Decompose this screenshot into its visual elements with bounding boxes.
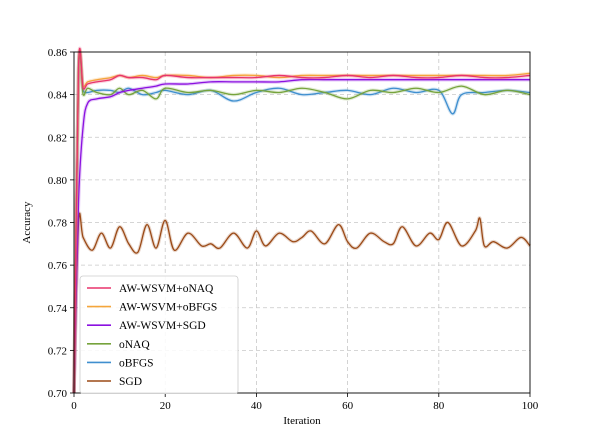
y-tick-label: 0.82 xyxy=(48,132,67,144)
x-tick-label: 100 xyxy=(522,400,539,412)
series-line-aw-wsvm-sgd xyxy=(73,78,530,394)
x-tick-label: 80 xyxy=(433,400,445,412)
x-axis-title: Iteration xyxy=(283,415,321,427)
series-line-onaq xyxy=(73,50,531,394)
y-tick-label: 0.74 xyxy=(48,303,68,315)
y-tick-label: 0.86 xyxy=(48,47,68,59)
legend-label-aw-wsvm-onaq: AW-WSVM+oNAQ xyxy=(119,283,214,295)
legend-label-obfgs: oBFGS xyxy=(119,357,154,369)
y-tick-label: 0.80 xyxy=(48,175,68,187)
y-tick-label: 0.78 xyxy=(48,218,68,230)
x-tick-label: 20 xyxy=(160,400,172,412)
series-line-sgd xyxy=(73,212,531,394)
legend-label-aw-wsvm-sgd: AW-WSVM+SGD xyxy=(119,320,206,332)
legend-label-sgd: SGD xyxy=(119,376,142,388)
y-tick-label: 0.72 xyxy=(48,345,67,357)
x-tick-label: 40 xyxy=(251,400,263,412)
legend: AW-WSVM+oNAQ AW-WSVM+oBFGS AW-WSVM+SGD oNAQ… xyxy=(79,275,239,394)
y-tick-label: 0.76 xyxy=(48,260,68,272)
x-tick-label: 0 xyxy=(71,400,77,412)
axis-ticks: 0 20 40 60 80 100 0.70 0.72 0.74 0.76 0.78 0.80 0.82… xyxy=(48,47,539,412)
y-axis-title: Accuracy xyxy=(21,201,33,244)
series-lines xyxy=(72,46,532,394)
grid xyxy=(74,52,530,393)
x-tick-label: 60 xyxy=(342,400,354,412)
legend-box xyxy=(79,275,239,394)
legend-label-aw-wsvm-obfgs: AW-WSVM+oBFGS xyxy=(119,302,217,314)
series-line-aw-wsvm-onaq xyxy=(73,47,531,394)
series-line-obfgs xyxy=(73,53,531,394)
y-tick-label: 0.70 xyxy=(48,388,68,400)
y-tick-label: 0.84 xyxy=(48,90,68,102)
legend-label-onaq: oNAQ xyxy=(119,339,150,351)
